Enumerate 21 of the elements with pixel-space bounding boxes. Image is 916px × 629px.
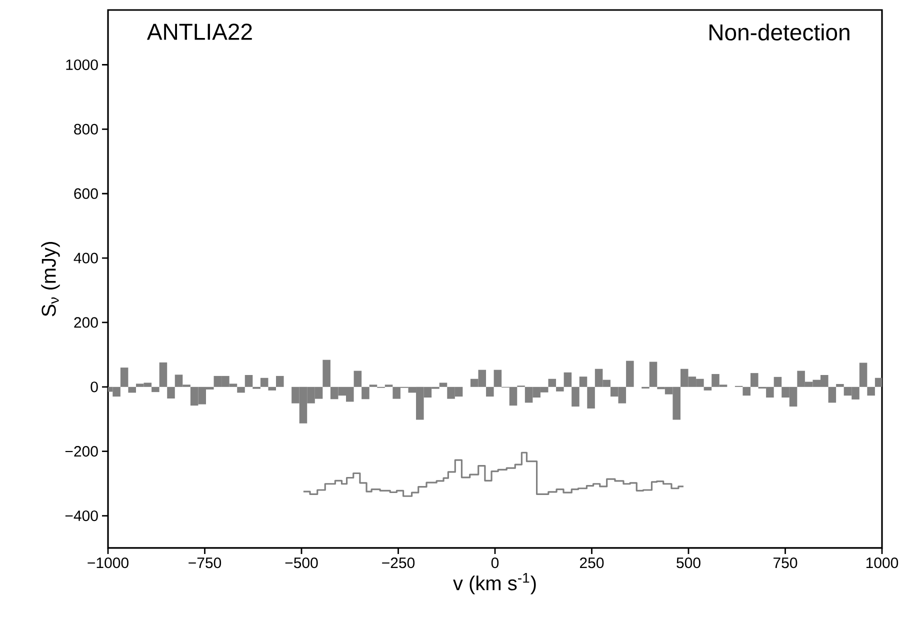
x-tick-label: 0	[491, 558, 499, 568]
y-axis-title: S$_{ν}$ (mJy)	[41, 242, 60, 316]
y-tick-label: 0	[90, 382, 98, 392]
x-tick-label: 250	[580, 558, 604, 568]
x-tick-label: 500	[676, 558, 700, 568]
x-tick-label: −1000	[88, 558, 128, 568]
x-tick-label: 750	[774, 558, 798, 568]
y-tick-label: 600	[74, 188, 98, 199]
y-tick-label: 400	[74, 252, 98, 264]
x-tick-label: −250	[382, 558, 415, 568]
annotation: ANTLIA22	[146, 24, 252, 40]
x-tick-label: −750	[188, 558, 222, 568]
y-tick-label: −200	[65, 446, 98, 457]
x-tick-label: 1000	[866, 558, 898, 568]
y-tick-label: 800	[74, 124, 98, 134]
y-tick-label: 200	[74, 317, 98, 328]
x-axis-title: v (km s$^{-1}$)	[453, 573, 536, 594]
y-tick-label: 1000	[66, 59, 98, 70]
y-tick-label: −400	[65, 510, 98, 522]
annotation: Non-detection	[710, 24, 850, 41]
x-tick-label: −500	[285, 558, 318, 568]
